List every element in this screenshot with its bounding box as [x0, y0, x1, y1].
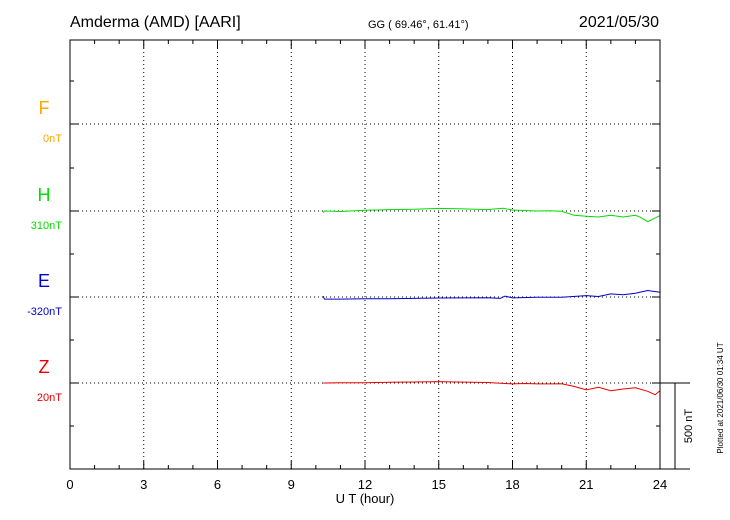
channel-baseline-h: 310nT [31, 220, 62, 232]
x-tick-label: 18 [505, 477, 519, 492]
plot-frame [69, 39, 661, 470]
grid-lines [70, 40, 660, 469]
plotted-timestamp: Plotted at 2021/06/30 01:34 UT [716, 342, 725, 453]
channel-label-f: F [39, 98, 50, 118]
channel-baseline-e: -320nT [27, 306, 62, 318]
series-lines [322, 207, 661, 396]
x-tick-label: 24 [653, 477, 667, 492]
x-tick-label: 0 [66, 477, 73, 492]
x-tick-label: 21 [579, 477, 593, 492]
x-tick-labels: 0 3 6 9 12 15 18 21 24 [66, 477, 667, 492]
axis-ticks [69, 40, 661, 469]
series-line-e [322, 289, 661, 300]
channel-label-h: H [38, 185, 51, 205]
x-tick-label: 12 [358, 477, 372, 492]
series-line-z [323, 381, 661, 396]
channel-label-z: Z [39, 357, 50, 377]
scale-bar: 500 nT [660, 382, 695, 470]
x-tick-label: 3 [140, 477, 147, 492]
series-line-h [322, 207, 661, 223]
channel-baseline-f: 0nT [43, 133, 62, 145]
x-axis-label: U T (hour) [336, 491, 395, 506]
scale-bar-label: 500 nT [683, 409, 695, 444]
x-tick-label: 15 [432, 477, 446, 492]
plot-date: 2021/05/30 [579, 14, 659, 31]
channel-baseline-z: 20nT [37, 392, 62, 404]
channel-label-e: E [38, 271, 50, 291]
x-tick-label: 6 [214, 477, 221, 492]
x-tick-label: 9 [288, 477, 295, 492]
channel-labels: F 0nT H 310nT E -320nT Z 20nT [27, 98, 62, 404]
station-coordinates: GG ( 69.46°, 61.41°) [368, 19, 469, 31]
station-title: Amderma (AMD) [AARI] [70, 14, 241, 31]
